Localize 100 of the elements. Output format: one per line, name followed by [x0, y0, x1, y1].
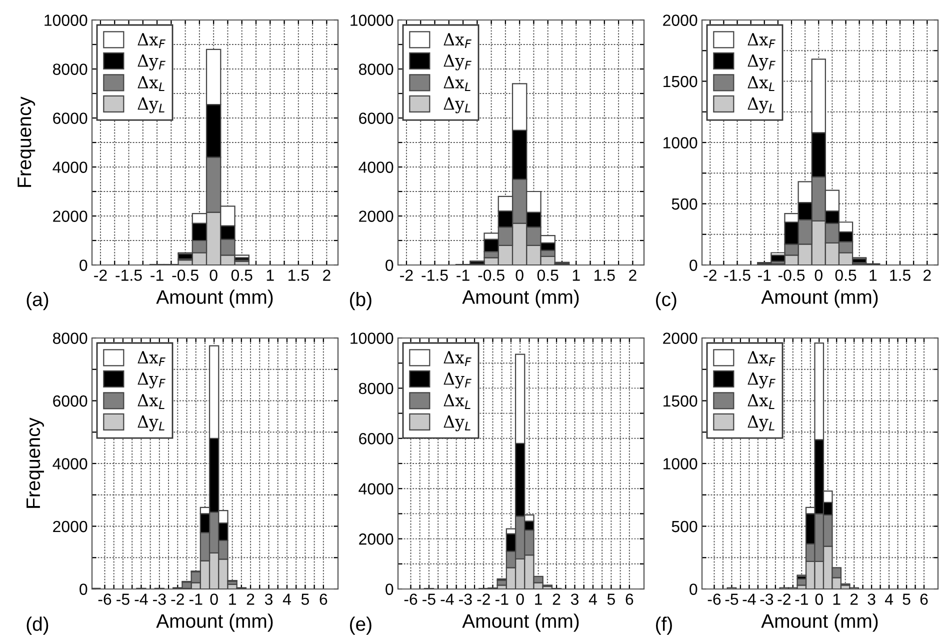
- x-axis-title: Amount (mm): [761, 290, 878, 308]
- x-tick-label: -1: [495, 594, 508, 605]
- y-tick-label: 2000: [53, 210, 88, 222]
- legend-label: Δx$_{L}$: [138, 394, 164, 410]
- x-tick-label: -2: [171, 594, 184, 605]
- y-tick-label: 6000: [53, 112, 88, 124]
- y-tick-label: 2000: [663, 332, 698, 344]
- legend-label: Δy$_{L}$: [444, 415, 470, 432]
- x-tick-label: -3: [760, 594, 774, 605]
- x-tick-label: 4: [884, 594, 894, 605]
- x-tick-label: 2: [850, 594, 858, 605]
- legend-label: Δx$_{F}$: [444, 351, 472, 366]
- x-axis-title: Amount (mm): [156, 290, 273, 308]
- x-tick-label: -5: [116, 594, 130, 605]
- x-tick-label: 2: [246, 594, 254, 605]
- legend-label: Δy$_{F}$: [138, 54, 166, 70]
- x-tick-label: 0: [815, 594, 823, 605]
- y-tick-label: 8000: [359, 382, 394, 394]
- y-tick-label: 4000: [52, 458, 88, 470]
- x-tick-label: 0: [814, 270, 822, 281]
- y-tick-label: 1000: [664, 137, 698, 148]
- x-tick-label: 0: [516, 594, 524, 605]
- x-tick-label: -4: [440, 594, 454, 605]
- y-tick-label: 6000: [359, 433, 394, 444]
- x-tick-label: -1.5: [116, 270, 142, 281]
- x-tick-label: 1: [535, 594, 542, 605]
- x-tick-label: 6: [920, 594, 928, 605]
- legend-label: Δx$_{F}$: [748, 351, 776, 366]
- x-tick-label: -4: [134, 594, 148, 605]
- legend-label: Δx$_{F}$: [138, 33, 166, 48]
- x-tick-label: 5: [902, 594, 910, 605]
- x-tick-label: 6: [320, 594, 328, 605]
- legend-label: Δx$_{L}$: [138, 76, 164, 92]
- legend-label: Δy$_{F}$: [138, 372, 166, 388]
- y-tick-label: 0: [80, 584, 88, 595]
- legend-label: Δy$_{F}$: [748, 372, 776, 388]
- y-tick-label: 2000: [663, 14, 698, 26]
- y-tick-label: 0: [386, 584, 394, 595]
- legend-label: Δx$_{L}$: [748, 76, 774, 92]
- y-tick-label: 500: [672, 520, 698, 532]
- y-tick-label: 8000: [53, 64, 88, 75]
- x-axis-title: Amount (mm): [462, 290, 579, 308]
- x-tick-label: 1.5: [594, 270, 615, 281]
- x-tick-label: 4: [282, 594, 291, 605]
- x-tick-label: -2: [94, 270, 107, 281]
- text: (c): [656, 292, 676, 310]
- legend-label: Δy$_{F}$: [748, 54, 776, 70]
- legend-label: Δy$_{L}$: [444, 97, 470, 114]
- text: (e): [350, 616, 372, 635]
- x-tick-label: -5: [422, 594, 436, 605]
- x-tick-label: 2: [629, 270, 636, 281]
- x-tick-label: -6: [404, 594, 418, 605]
- legend-label: Δx$_{F}$: [748, 33, 776, 48]
- y-tick-label: 0: [386, 260, 394, 271]
- x-tick-label: -0.5: [172, 270, 198, 281]
- x-tick-label: 4: [588, 594, 597, 605]
- x-tick-label: 0: [210, 594, 218, 605]
- x-tick-label: -1: [456, 270, 470, 281]
- text: (a): [26, 292, 48, 310]
- x-tick-label: -2: [477, 594, 490, 605]
- y-tick-label: 4000: [358, 483, 394, 495]
- x-tick-label: 2: [552, 594, 560, 605]
- x-tick-label: -1: [758, 270, 771, 281]
- x-tick-label: -1.5: [422, 270, 448, 281]
- x-tick-label: -6: [98, 594, 112, 605]
- y-tick-label: 6000: [359, 112, 394, 124]
- y-tick-label: 2000: [359, 533, 394, 545]
- y-tick-label: 500: [672, 198, 698, 210]
- x-axis-title: Amount (mm): [761, 614, 878, 632]
- x-axis-title: Amount (mm): [156, 614, 273, 632]
- y-tick-label: 2000: [359, 210, 394, 222]
- x-tick-label: 2: [323, 270, 330, 281]
- y-tick-label: 1500: [664, 395, 698, 407]
- x-tick-label: 0.5: [537, 270, 558, 281]
- x-axis-title: Amount (mm): [462, 614, 579, 632]
- text: (f): [656, 616, 672, 635]
- x-tick-label: 1.5: [288, 270, 309, 281]
- x-tick-label: 1: [870, 270, 877, 281]
- legend-label: Δy$_{L}$: [748, 415, 774, 432]
- x-tick-label: 2: [924, 270, 931, 281]
- x-tick-label: 6: [626, 594, 634, 605]
- legend-label: Δx$_{F}$: [138, 351, 166, 366]
- x-tick-label: -1: [189, 594, 202, 605]
- legend-label: Δx$_{L}$: [748, 394, 774, 410]
- legend-label: Δy$_{F}$: [444, 54, 472, 70]
- legend-label: Δx$_{F}$: [444, 33, 472, 48]
- y-tick-label: 0: [690, 584, 698, 595]
- x-tick-label: -5: [725, 594, 738, 605]
- x-tick-label: -2: [778, 594, 790, 605]
- x-tick-label: 0: [210, 270, 218, 281]
- x-tick-label: 1: [572, 270, 580, 281]
- y-tick-label: 0: [690, 260, 698, 271]
- y-tick-label: 10000: [350, 14, 394, 26]
- y-tick-label: 0: [80, 260, 88, 271]
- x-tick-label: -1: [150, 270, 164, 281]
- x-tick-label: -0.5: [478, 270, 504, 281]
- legend-label: Δy$_{L}$: [138, 415, 164, 432]
- x-tick-label: 1: [229, 594, 236, 605]
- y-axis-title: Frequency: [26, 418, 44, 508]
- y-tick-label: 1000: [664, 458, 698, 470]
